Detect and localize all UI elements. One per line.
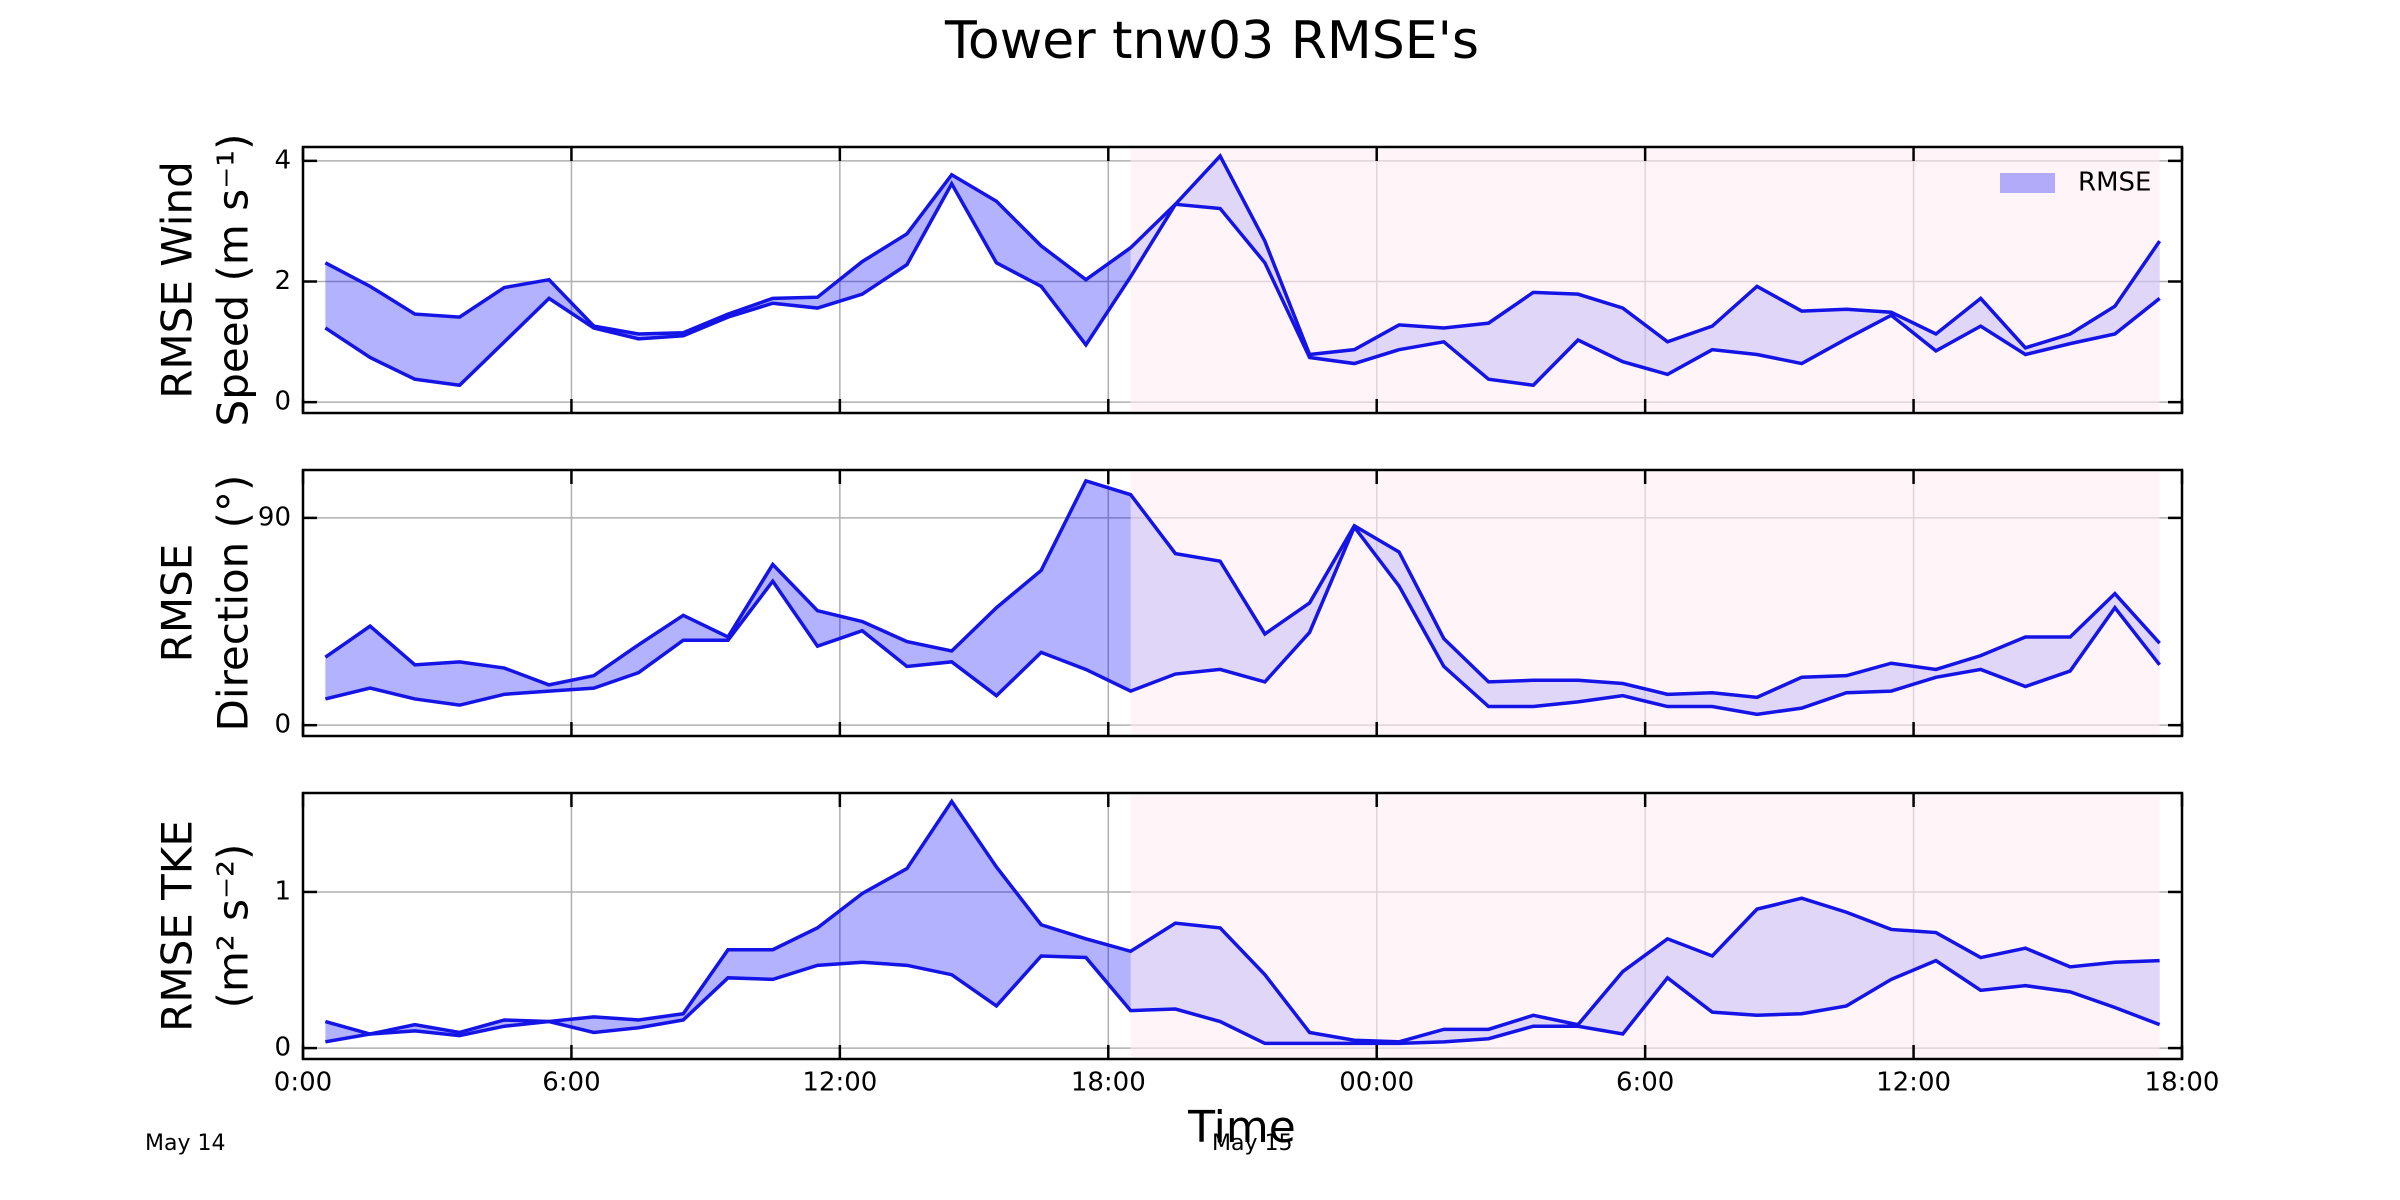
- shaded-period: [1130, 795, 2160, 1057]
- y-axis-label: RMSE: [153, 544, 202, 663]
- y-tick-label: 0: [274, 710, 291, 740]
- axes-frame: [301, 145, 2184, 415]
- y-tick-label: 4: [274, 145, 291, 175]
- y-tick-label: 0: [274, 387, 291, 417]
- x-tick-label: 18:00: [2145, 1068, 2220, 1098]
- y-axis-label: Direction (°): [209, 475, 258, 732]
- rmse-line: [324, 153, 2162, 357]
- rmse-line: [325, 954, 2161, 1046]
- date-label: May 15: [1212, 1131, 1292, 1156]
- figure-title: Tower tnw03 RMSE's: [944, 11, 1479, 71]
- rmse-line: [324, 798, 2160, 1044]
- y-tick-label: 0: [274, 1033, 291, 1063]
- x-tick-label: 0:00: [274, 1068, 332, 1098]
- x-tick-label: 6:00: [1616, 1068, 1674, 1098]
- rmse-line: [324, 523, 2162, 717]
- x-tick-label: 6:00: [542, 1068, 600, 1098]
- y-axis-label: Speed (m s⁻¹): [209, 134, 258, 427]
- y-tick-label: 2: [274, 266, 291, 296]
- legend-swatch: [2000, 173, 2055, 193]
- x-tick-label: 12:00: [802, 1068, 877, 1098]
- rmse-line: [324, 180, 2161, 388]
- x-tick-label: 12:00: [1876, 1068, 1951, 1098]
- shaded-period: [1130, 472, 2160, 734]
- axes-frame: [301, 468, 2184, 738]
- x-axis-label: Time: [1187, 1102, 1296, 1153]
- legend-label: RMSE: [2078, 168, 2151, 198]
- x-tick-label: 18:00: [1071, 1068, 1146, 1098]
- y-axis-label: RMSE TKE: [153, 820, 202, 1032]
- x-tick-label: 00:00: [1339, 1068, 1414, 1098]
- rmse-line: [324, 478, 2161, 700]
- date-label: May 14: [145, 1131, 225, 1156]
- axes-frame: [301, 791, 2184, 1061]
- y-axis-label: (m² s⁻²): [209, 844, 258, 1009]
- y-tick-label: 90: [258, 502, 291, 532]
- y-tick-label: 1: [274, 876, 291, 906]
- y-axis-label: RMSE Wind: [153, 161, 202, 399]
